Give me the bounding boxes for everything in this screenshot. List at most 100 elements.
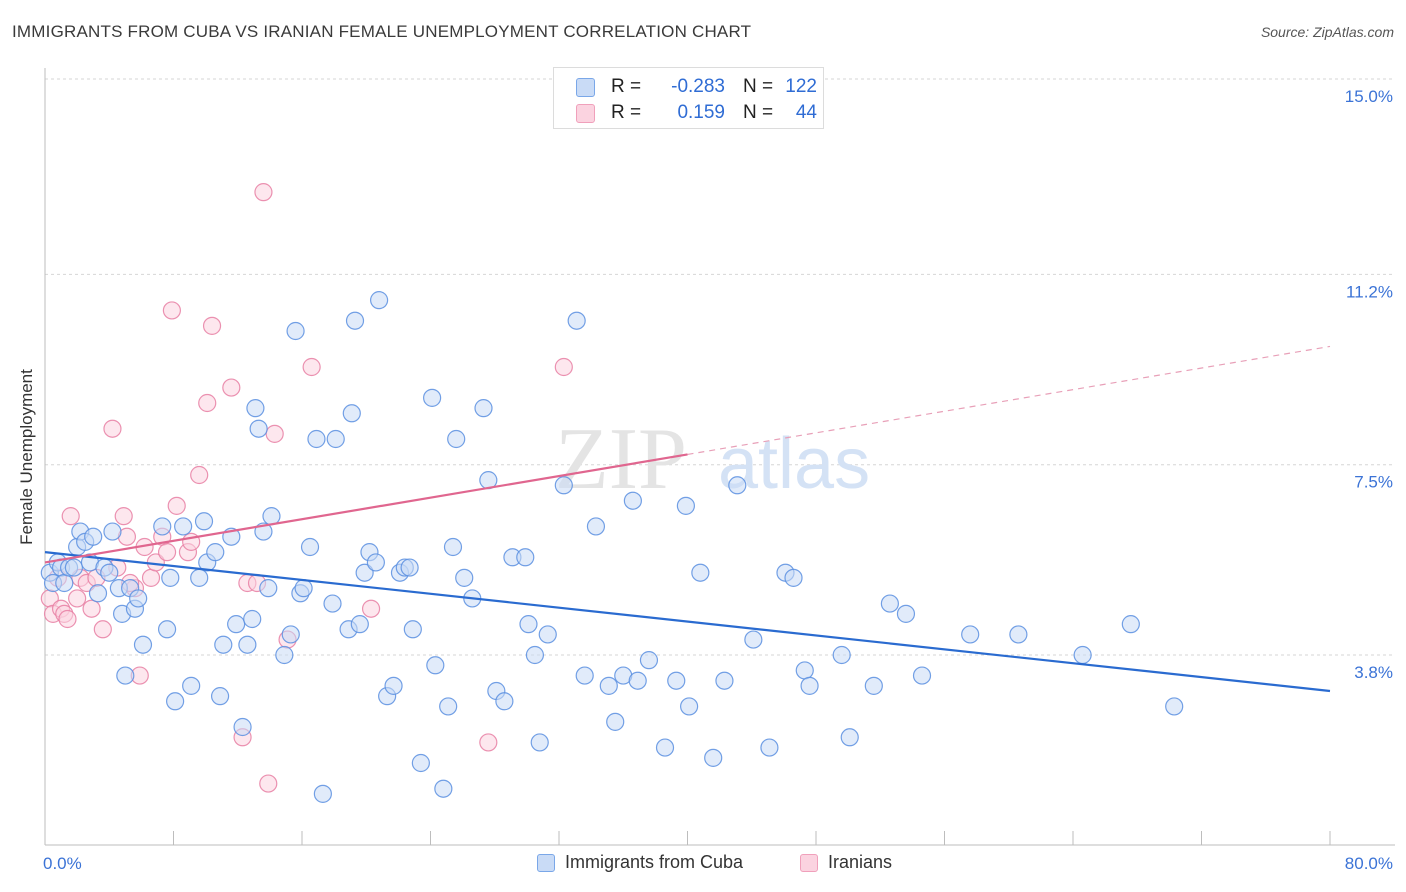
- y-tick-label: 3.8%: [1354, 663, 1393, 682]
- r-label: R =: [611, 102, 642, 123]
- cuba-point: [313, 784, 332, 803]
- cuba-point: [366, 553, 385, 572]
- cuba-point: [384, 676, 403, 695]
- cuba-point: [1073, 645, 1092, 665]
- cuba-trend-line: [44, 551, 1331, 693]
- cuba-point: [567, 311, 586, 330]
- chart-title: IMMIGRANTS FROM CUBA VS IRANIAN FEMALE U…: [12, 22, 752, 41]
- cuba-point: [281, 625, 300, 644]
- iranian-point: [162, 301, 181, 320]
- iranian-point: [157, 543, 177, 562]
- cuba-point: [275, 645, 294, 665]
- cuba-point: [161, 568, 180, 587]
- cuba-point: [84, 527, 103, 546]
- iranian-point: [202, 316, 222, 335]
- iranian-point: [479, 733, 498, 752]
- cuba-point: [554, 476, 573, 495]
- cuba-point: [599, 676, 618, 695]
- cuba-point: [249, 419, 268, 438]
- cuba-point: [323, 594, 342, 613]
- legend-item-iranians: Iranians: [800, 852, 892, 873]
- cuba-point: [655, 738, 675, 757]
- cuba-point: [300, 537, 320, 557]
- cuba-point: [238, 635, 257, 654]
- n-value: 44: [795, 102, 817, 123]
- cuba-point: [423, 388, 442, 407]
- iranian-point: [259, 774, 278, 793]
- gridlines: [45, 78, 1395, 656]
- cuba-point: [100, 563, 119, 582]
- x-tick-label: 0.0%: [43, 854, 82, 873]
- cuba-point: [103, 522, 122, 541]
- cuba-point: [961, 625, 980, 644]
- cuba-point: [715, 671, 734, 690]
- cuba-point: [370, 291, 389, 310]
- cuba-point: [880, 594, 899, 613]
- legend-swatch-iranians: [800, 853, 818, 872]
- cuba-point: [262, 507, 281, 526]
- cuba-point: [116, 666, 135, 685]
- legend-row-iranians: R = 0.159 N = 44: [576, 101, 817, 125]
- cuba-point: [495, 692, 514, 711]
- cuba-point: [206, 543, 225, 562]
- iranian-trend-extension: [687, 345, 1331, 456]
- axes: [44, 68, 1395, 846]
- cuba-point: [411, 753, 430, 773]
- cuba-point: [182, 676, 201, 695]
- cuba-point: [728, 476, 747, 495]
- cuba-point: [214, 635, 233, 654]
- cuba-point: [896, 604, 916, 623]
- cuba-point: [190, 568, 209, 587]
- cuba-point: [680, 697, 699, 716]
- cuba-point: [434, 779, 453, 798]
- iranian-point: [198, 393, 217, 413]
- cuba-point: [691, 563, 710, 582]
- iranian-point: [554, 357, 573, 377]
- cuba-point: [1009, 625, 1028, 644]
- cuba-point: [525, 645, 545, 665]
- r-value: -0.283: [671, 76, 725, 97]
- legend-item-cuba: Immigrants from Cuba: [537, 852, 743, 873]
- x-tick-label: 80.0%: [1345, 854, 1393, 873]
- iranian-point: [361, 599, 381, 618]
- iranian-point: [254, 183, 273, 202]
- cuba-point: [795, 661, 814, 680]
- cuba-point: [530, 733, 549, 752]
- cuba-point: [55, 573, 74, 593]
- iranian-point: [265, 424, 284, 443]
- cuba-point: [153, 517, 172, 536]
- legend-swatch-cuba: [576, 77, 595, 97]
- iranian-point: [93, 620, 112, 639]
- watermark: ZIP atlas: [555, 411, 870, 508]
- cuba-point: [426, 656, 445, 675]
- watermark-zip: ZIP: [555, 411, 687, 508]
- cuba-point: [474, 399, 493, 418]
- cuba-point: [538, 625, 557, 644]
- legend-label-cuba: Immigrants from Cuba: [565, 852, 744, 872]
- cuba-point: [259, 579, 278, 598]
- cuba-point: [639, 651, 659, 670]
- cuba-point: [912, 666, 932, 685]
- cuba-point: [294, 579, 313, 598]
- cuba-point: [447, 429, 466, 449]
- cuba-point: [628, 671, 647, 690]
- iranian-point: [103, 419, 122, 438]
- cuba-point: [1121, 615, 1140, 634]
- cuba-point: [243, 609, 262, 629]
- cuba-point: [64, 558, 84, 577]
- cuba-point: [1165, 697, 1184, 716]
- cuba-point: [403, 620, 422, 639]
- cuba-point: [350, 615, 369, 634]
- legend-swatch-cuba: [537, 853, 555, 872]
- r-label: R =: [611, 76, 642, 97]
- cuba-point: [307, 429, 326, 449]
- cuba-point: [246, 399, 265, 418]
- legend-row-cuba: R = -0.283 N = 122: [576, 75, 817, 99]
- iranian-point: [68, 589, 87, 608]
- cuba-point: [286, 321, 305, 341]
- y-axis-label: Female Unemployment: [17, 369, 36, 545]
- cuba-point: [355, 563, 374, 582]
- n-value: 122: [785, 76, 817, 97]
- cuba-point: [784, 568, 803, 587]
